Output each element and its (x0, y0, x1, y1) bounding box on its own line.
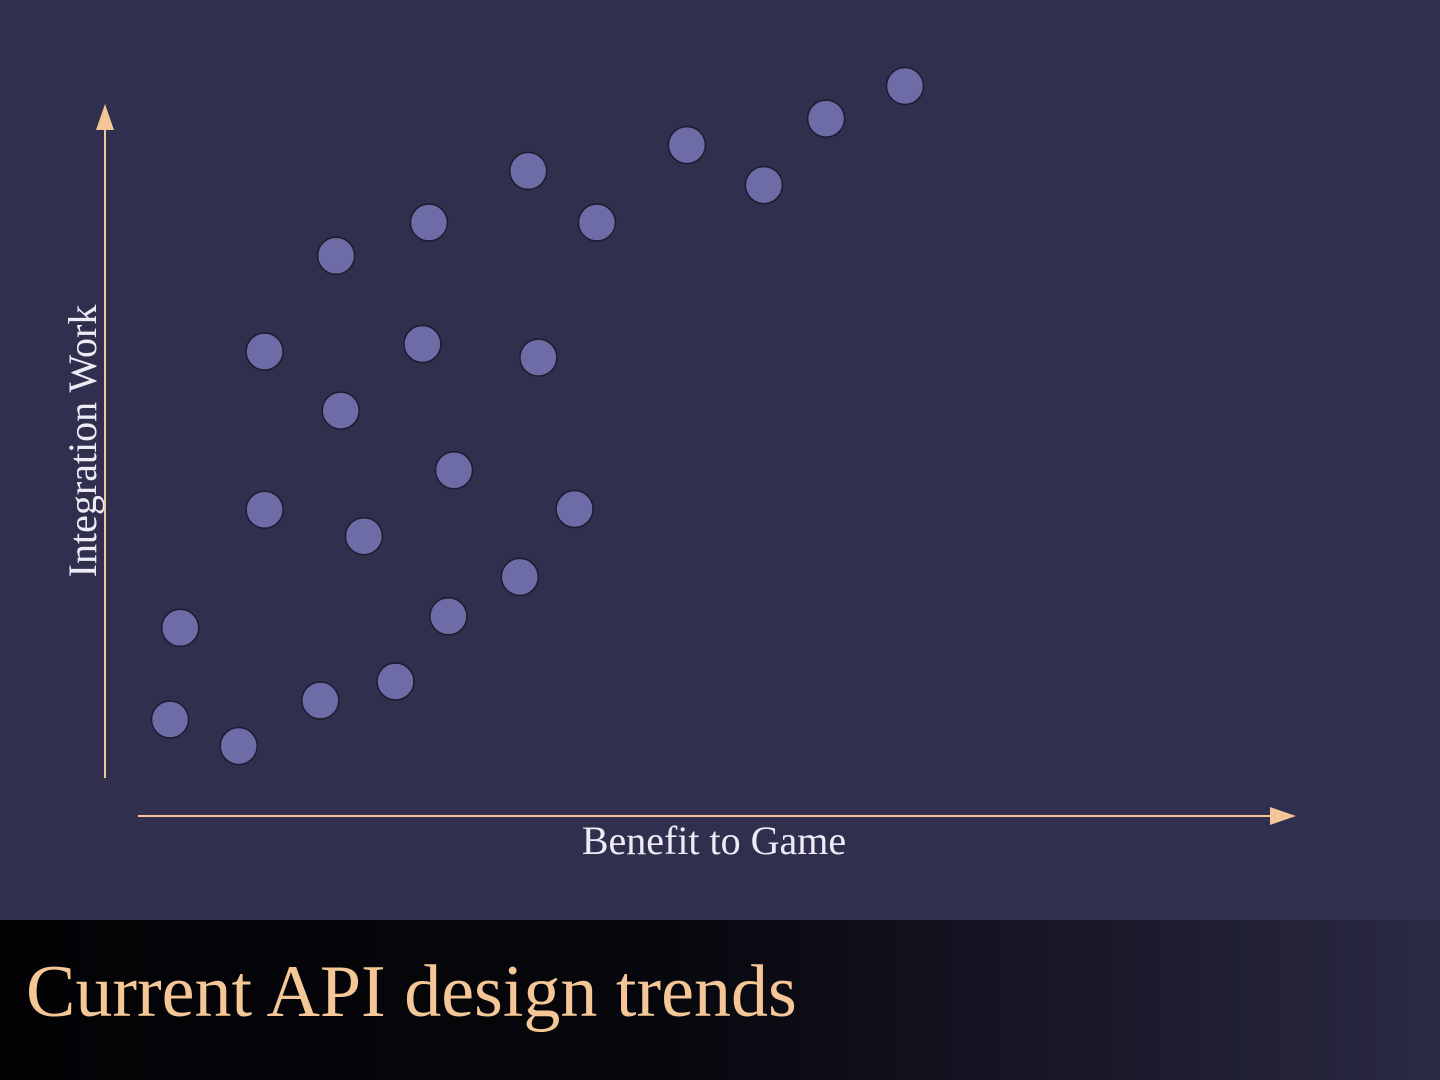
data-point-17 (519, 338, 558, 377)
data-point-19 (577, 203, 617, 242)
y-axis (96, 104, 114, 778)
data-point-15 (500, 557, 540, 597)
data-point-5 (245, 332, 284, 371)
y-axis-label: Integration Work (60, 305, 105, 578)
data-point-21 (744, 165, 784, 205)
x-axis-label: Benefit to Game (582, 818, 846, 863)
data-point-4 (245, 490, 284, 529)
x-axis-arrowhead (1270, 807, 1296, 825)
data-point-13 (429, 597, 468, 636)
slide-title: Current API design trends (26, 951, 797, 1033)
data-point-22 (806, 99, 846, 138)
data-point-7 (316, 236, 356, 276)
data-point-18 (555, 489, 594, 529)
x-axis (138, 807, 1296, 825)
data-point-6 (301, 681, 340, 720)
y-axis-arrowhead (96, 104, 114, 130)
data-point-2 (160, 608, 200, 648)
data-point-11 (403, 324, 442, 364)
data-point-23 (885, 66, 925, 106)
title-bar (0, 920, 1440, 1080)
data-points (150, 66, 925, 766)
scatter-chart: Integration Work Benefit to Game (60, 66, 1296, 863)
data-point-9 (344, 516, 384, 556)
data-point-10 (376, 662, 415, 701)
data-point-20 (667, 125, 707, 165)
data-point-1 (150, 700, 190, 739)
data-point-8 (321, 391, 360, 430)
data-point-14 (434, 451, 474, 490)
data-point-12 (409, 203, 449, 242)
data-point-3 (219, 726, 258, 766)
data-point-16 (508, 151, 548, 191)
